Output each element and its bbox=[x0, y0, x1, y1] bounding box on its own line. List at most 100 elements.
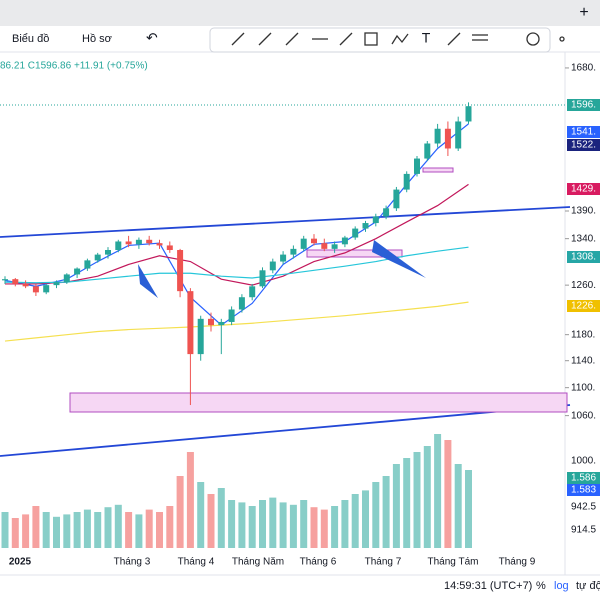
price-tag: 1.586 bbox=[571, 473, 596, 484]
candle-body bbox=[53, 282, 60, 286]
price-tag: 1522. bbox=[571, 140, 596, 151]
volume-bar bbox=[331, 506, 339, 548]
candle-body bbox=[22, 283, 29, 287]
new-tab[interactable]: + bbox=[579, 4, 588, 21]
price-tag-bg bbox=[567, 139, 600, 151]
volume-bar bbox=[104, 507, 112, 548]
auto-toggle[interactable]: tự độ bbox=[576, 580, 600, 592]
candle-body bbox=[290, 248, 297, 255]
candle-body bbox=[321, 243, 328, 249]
volume-bar bbox=[166, 506, 174, 548]
candle-body bbox=[434, 128, 441, 144]
price-label: 1390. bbox=[571, 206, 596, 217]
candle-body bbox=[43, 285, 50, 293]
candle-body bbox=[269, 261, 276, 271]
candle-body bbox=[146, 239, 153, 244]
candle-body bbox=[424, 143, 431, 159]
time-label: Tháng 9 bbox=[499, 557, 536, 568]
arrow bbox=[138, 264, 158, 298]
candle-body bbox=[208, 318, 214, 326]
candle-body bbox=[249, 286, 256, 298]
volume-bar bbox=[217, 488, 225, 548]
volume-bar bbox=[454, 464, 462, 548]
volume-bar bbox=[269, 497, 277, 548]
zone-small bbox=[422, 167, 454, 173]
volume-bar bbox=[11, 518, 19, 548]
candle-body bbox=[352, 228, 359, 238]
candle-body bbox=[115, 241, 122, 251]
chart-menu[interactable]: Biểu đồ bbox=[12, 33, 49, 45]
price-label: 1260. bbox=[571, 280, 596, 291]
candle-body bbox=[218, 321, 225, 326]
volume-label: 914.5 bbox=[571, 525, 596, 536]
arrow bbox=[372, 240, 426, 278]
candle-body bbox=[383, 208, 390, 217]
candle-body bbox=[403, 173, 410, 190]
price-tag-bg bbox=[567, 126, 600, 138]
candle-body bbox=[228, 309, 235, 322]
drawing-tools[interactable] bbox=[231, 32, 565, 46]
candle-body bbox=[455, 121, 462, 149]
volume-bar bbox=[259, 500, 266, 548]
volume-bar bbox=[362, 490, 369, 548]
candle-body bbox=[94, 254, 101, 261]
price-tag: 1541. bbox=[571, 127, 596, 138]
price-tag: 1.583 bbox=[571, 485, 596, 496]
volume-bar bbox=[135, 514, 143, 548]
volume-bar bbox=[351, 494, 359, 548]
candle-body bbox=[166, 245, 173, 251]
candle-body bbox=[465, 106, 472, 122]
candle-body bbox=[177, 250, 184, 292]
volume-label: 1000. bbox=[571, 456, 596, 467]
volume-bar bbox=[186, 452, 194, 548]
price-tag-bg bbox=[567, 251, 600, 263]
zone-small bbox=[306, 249, 403, 258]
candle-body bbox=[74, 268, 81, 275]
volume-bar bbox=[73, 512, 81, 548]
volume-bar bbox=[465, 470, 472, 548]
price-label: 1100. bbox=[571, 382, 595, 393]
volume-bar bbox=[176, 476, 184, 548]
volume-label: 942.5 bbox=[571, 502, 596, 513]
clock: 14:59:31 (UTC+7) bbox=[444, 580, 532, 592]
volume-bar bbox=[423, 446, 431, 548]
volume-bar bbox=[22, 514, 30, 548]
undo[interactable]: ↶ bbox=[146, 30, 158, 46]
log-toggle[interactable]: log bbox=[554, 580, 569, 592]
candle-body bbox=[238, 297, 245, 310]
price-label: 1340. bbox=[571, 233, 596, 244]
moving-average bbox=[4, 123, 469, 326]
volume-bar bbox=[382, 476, 390, 548]
volume-bar bbox=[279, 502, 287, 548]
candle-body bbox=[362, 223, 369, 229]
time-label: Tháng 4 bbox=[178, 557, 215, 568]
volume-bar bbox=[1, 512, 9, 548]
time-label: Tháng 3 bbox=[114, 557, 151, 568]
profile-menu[interactable]: Hồ sơ bbox=[82, 33, 112, 45]
candle-body bbox=[372, 216, 379, 224]
volume-bar bbox=[238, 502, 246, 548]
moving-average bbox=[5, 183, 469, 286]
candle-body bbox=[12, 279, 19, 284]
candle-body bbox=[156, 243, 163, 246]
price-label: 1680. bbox=[571, 63, 596, 74]
volume-bar bbox=[341, 500, 349, 548]
candle-body bbox=[2, 279, 8, 281]
volume-bar bbox=[300, 500, 308, 548]
volume-bar bbox=[156, 512, 163, 548]
volume-bar bbox=[63, 514, 71, 548]
candle-body bbox=[311, 238, 317, 244]
percent-toggle[interactable]: % bbox=[536, 580, 546, 592]
text-tool[interactable]: T bbox=[422, 30, 431, 46]
volume-bar bbox=[83, 509, 91, 548]
candle-body bbox=[187, 291, 194, 355]
volume-bar bbox=[32, 506, 40, 548]
volume-bar bbox=[320, 509, 328, 548]
volume-bar bbox=[207, 494, 215, 548]
volume-bar bbox=[434, 434, 442, 548]
price-tag: 1596. bbox=[571, 100, 596, 111]
candle-body bbox=[341, 237, 348, 245]
trendline-lower bbox=[0, 404, 571, 457]
price-tag: 1429. bbox=[571, 184, 596, 195]
